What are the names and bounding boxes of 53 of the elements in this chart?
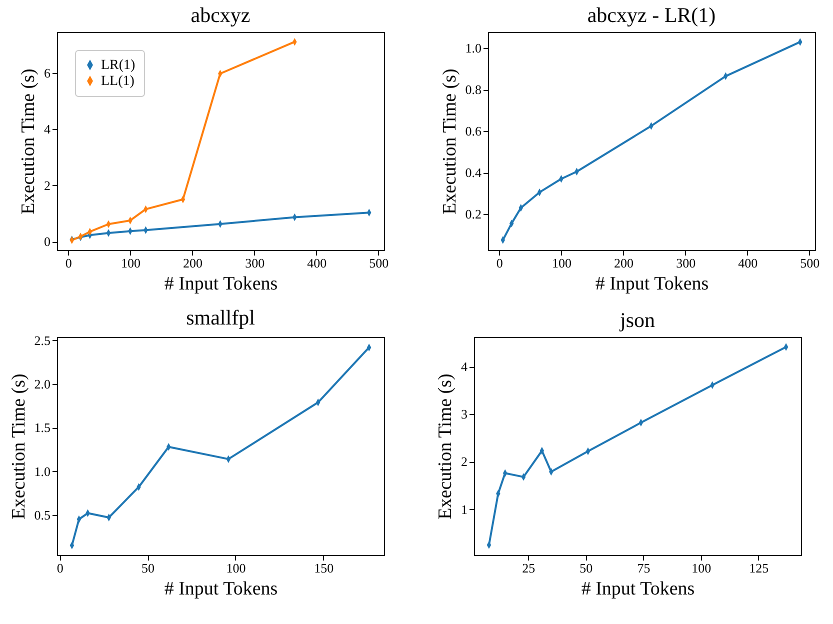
y-tick-label: 1.0 bbox=[465, 40, 482, 56]
y-tick-label: 4 bbox=[44, 122, 51, 137]
x-tick-label: 100 bbox=[120, 256, 140, 270]
x-axis-title: # Input Tokens bbox=[581, 578, 695, 600]
y-axis-title: Execution Time (s) bbox=[439, 68, 460, 214]
x-tick-label: 75 bbox=[637, 560, 650, 576]
x-tick-label: 25 bbox=[522, 560, 536, 576]
x-tick-label: 500 bbox=[800, 256, 820, 270]
x-tick-label: 0 bbox=[496, 256, 503, 270]
y-tick-label: 2.0 bbox=[34, 376, 50, 392]
y-tick-label: 2 bbox=[44, 178, 50, 193]
x-tick-label: 100 bbox=[226, 560, 246, 576]
y-tick-label: 1.5 bbox=[34, 420, 50, 436]
y-tick-label: 6 bbox=[44, 65, 51, 80]
x-axis-title: # Input Tokens bbox=[164, 274, 278, 294]
chart-title: json bbox=[618, 308, 656, 332]
y-tick-label: 3 bbox=[461, 406, 468, 422]
chart-title: smallfpl bbox=[186, 305, 256, 330]
x-tick-label: 50 bbox=[142, 560, 155, 576]
x-tick-label: 125 bbox=[749, 560, 769, 576]
y-tick-label: 0.6 bbox=[465, 124, 482, 139]
y-tick-label: 4 bbox=[461, 359, 468, 374]
chart-title: abcxyz bbox=[190, 3, 250, 27]
chart-title: abcxyz - LR(1) bbox=[587, 3, 716, 27]
y-tick-label: 2.5 bbox=[34, 332, 50, 348]
x-tick-label: 400 bbox=[307, 256, 327, 270]
y-tick-label: 1 bbox=[461, 502, 468, 517]
y-tick-label: 0 bbox=[44, 234, 50, 250]
x-tick-label: 0 bbox=[65, 256, 72, 270]
x-tick-label: 400 bbox=[738, 256, 758, 270]
legend-label: LR(1) bbox=[101, 58, 136, 73]
legend-label: LL(1) bbox=[101, 74, 135, 89]
x-tick-label: 300 bbox=[676, 256, 696, 270]
x-axis-title: # Input Tokens bbox=[164, 578, 278, 600]
x-tick-label: 200 bbox=[183, 256, 203, 270]
y-axis-title: Execution Time (s) bbox=[18, 68, 39, 214]
x-tick-label: 50 bbox=[580, 560, 593, 576]
x-tick-label: 150 bbox=[314, 560, 334, 576]
x-tick-label: 300 bbox=[245, 256, 265, 270]
x-tick-label: 500 bbox=[369, 256, 389, 270]
y-tick-label: 0.2 bbox=[465, 206, 482, 222]
y-axis-title: Execution Time (s) bbox=[435, 374, 456, 520]
y-tick-label: 1.0 bbox=[34, 464, 50, 479]
y-tick-label: 2 bbox=[461, 454, 468, 470]
x-tick-label: 100 bbox=[552, 256, 572, 270]
y-tick-label: 0.5 bbox=[34, 507, 50, 522]
x-tick-label: 100 bbox=[692, 560, 712, 576]
y-tick-label: 0.8 bbox=[465, 82, 482, 98]
x-tick-label: 200 bbox=[614, 256, 634, 270]
x-axis-title: # Input Tokens bbox=[595, 274, 709, 294]
x-tick-label: 0 bbox=[56, 560, 64, 576]
y-tick-label: 0.4 bbox=[465, 165, 482, 180]
y-axis-title: Execution Time (s) bbox=[8, 374, 30, 520]
